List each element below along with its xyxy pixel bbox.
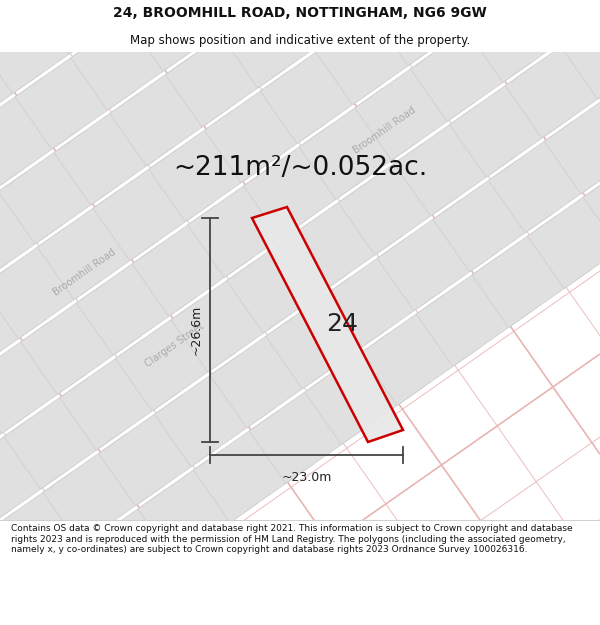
Polygon shape	[260, 32, 380, 144]
Polygon shape	[149, 111, 269, 222]
Polygon shape	[371, 0, 492, 66]
Polygon shape	[322, 239, 442, 350]
Polygon shape	[137, 451, 258, 561]
Polygon shape	[305, 334, 425, 444]
Polygon shape	[0, 473, 107, 584]
Text: Map shows position and indicative extent of the property.: Map shows position and indicative extent…	[130, 34, 470, 47]
Polygon shape	[472, 216, 592, 328]
Polygon shape	[227, 222, 347, 333]
Polygon shape	[410, 11, 531, 121]
Text: 24, BROOMHILL ROAD, NOTTINGHAM, NG6 9GW: 24, BROOMHILL ROAD, NOTTINGHAM, NG6 9GW	[113, 6, 487, 20]
Polygon shape	[583, 139, 600, 249]
Polygon shape	[527, 177, 600, 289]
Polygon shape	[266, 278, 386, 389]
Polygon shape	[0, 456, 13, 567]
Polygon shape	[43, 434, 163, 545]
Polygon shape	[37, 189, 158, 300]
Polygon shape	[377, 200, 497, 311]
Polygon shape	[488, 122, 600, 232]
Polygon shape	[316, 0, 436, 104]
Polygon shape	[561, 0, 600, 99]
Polygon shape	[433, 161, 553, 272]
Polygon shape	[188, 166, 308, 278]
Text: Contains OS data © Crown copyright and database right 2021. This information is : Contains OS data © Crown copyright and d…	[11, 524, 572, 554]
Polygon shape	[0, 322, 85, 433]
Polygon shape	[361, 294, 481, 406]
Text: ~211m²/~0.052ac.: ~211m²/~0.052ac.	[173, 155, 427, 181]
Polygon shape	[98, 395, 219, 506]
Polygon shape	[0, 116, 24, 228]
Polygon shape	[0, 0, 57, 38]
Polygon shape	[0, 512, 52, 623]
Polygon shape	[221, 0, 341, 88]
Polygon shape	[93, 150, 213, 261]
Polygon shape	[0, 172, 63, 283]
Polygon shape	[171, 261, 291, 372]
Polygon shape	[0, 133, 119, 244]
Polygon shape	[283, 183, 403, 294]
Polygon shape	[210, 317, 330, 428]
Polygon shape	[0, 78, 80, 188]
Polygon shape	[249, 372, 369, 484]
Polygon shape	[0, 267, 46, 378]
Polygon shape	[59, 339, 180, 450]
Polygon shape	[244, 127, 364, 238]
Text: Broomhill Road: Broomhill Road	[352, 105, 418, 155]
Polygon shape	[416, 256, 536, 366]
Polygon shape	[115, 300, 236, 411]
Polygon shape	[32, 0, 152, 54]
Polygon shape	[110, 55, 230, 166]
Text: ~23.0m: ~23.0m	[281, 471, 332, 484]
Polygon shape	[338, 144, 458, 255]
Polygon shape	[54, 94, 174, 205]
Polygon shape	[20, 284, 141, 394]
Polygon shape	[544, 83, 600, 194]
Polygon shape	[252, 207, 403, 442]
Polygon shape	[154, 356, 275, 467]
Polygon shape	[193, 412, 314, 522]
Polygon shape	[76, 244, 197, 356]
Text: Broomhill Road: Broomhill Road	[52, 247, 118, 298]
Polygon shape	[82, 489, 202, 601]
Polygon shape	[205, 72, 325, 182]
Polygon shape	[394, 105, 514, 216]
Polygon shape	[0, 417, 68, 528]
Polygon shape	[277, 0, 397, 49]
Polygon shape	[522, 0, 600, 43]
Polygon shape	[0, 0, 2, 77]
Polygon shape	[449, 66, 570, 177]
Polygon shape	[0, 211, 7, 322]
Text: 24: 24	[326, 312, 359, 336]
Text: Clarges Street: Clarges Street	[144, 321, 206, 369]
Polygon shape	[505, 27, 600, 138]
Polygon shape	[132, 206, 252, 316]
Polygon shape	[0, 22, 41, 132]
Polygon shape	[299, 89, 419, 199]
Polygon shape	[71, 0, 191, 110]
Polygon shape	[127, 0, 247, 71]
Text: ~26.6m: ~26.6m	[190, 305, 203, 355]
Polygon shape	[26, 529, 146, 625]
Polygon shape	[4, 378, 124, 489]
Polygon shape	[466, 0, 587, 82]
Polygon shape	[166, 16, 286, 127]
Polygon shape	[15, 38, 135, 149]
Polygon shape	[0, 0, 96, 94]
Polygon shape	[0, 228, 102, 339]
Polygon shape	[0, 361, 29, 472]
Polygon shape	[355, 49, 475, 161]
